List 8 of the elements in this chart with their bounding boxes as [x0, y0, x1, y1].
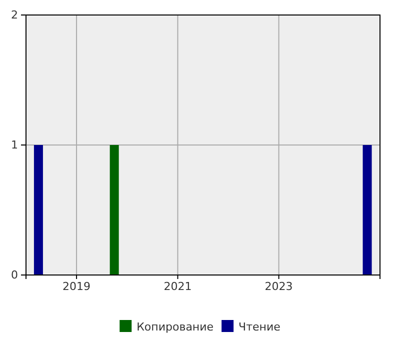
- y-tick-label: 2: [11, 8, 18, 22]
- y-tick-label: 0: [11, 268, 18, 282]
- x-tick-label: 2023: [264, 280, 293, 293]
- x-tick-label: 2019: [62, 280, 91, 293]
- x-tick-label: 2021: [164, 280, 192, 293]
- legend-label: Копирование: [136, 320, 214, 334]
- legend-label: Чтение: [238, 320, 281, 334]
- y-tick-label: 1: [11, 138, 18, 152]
